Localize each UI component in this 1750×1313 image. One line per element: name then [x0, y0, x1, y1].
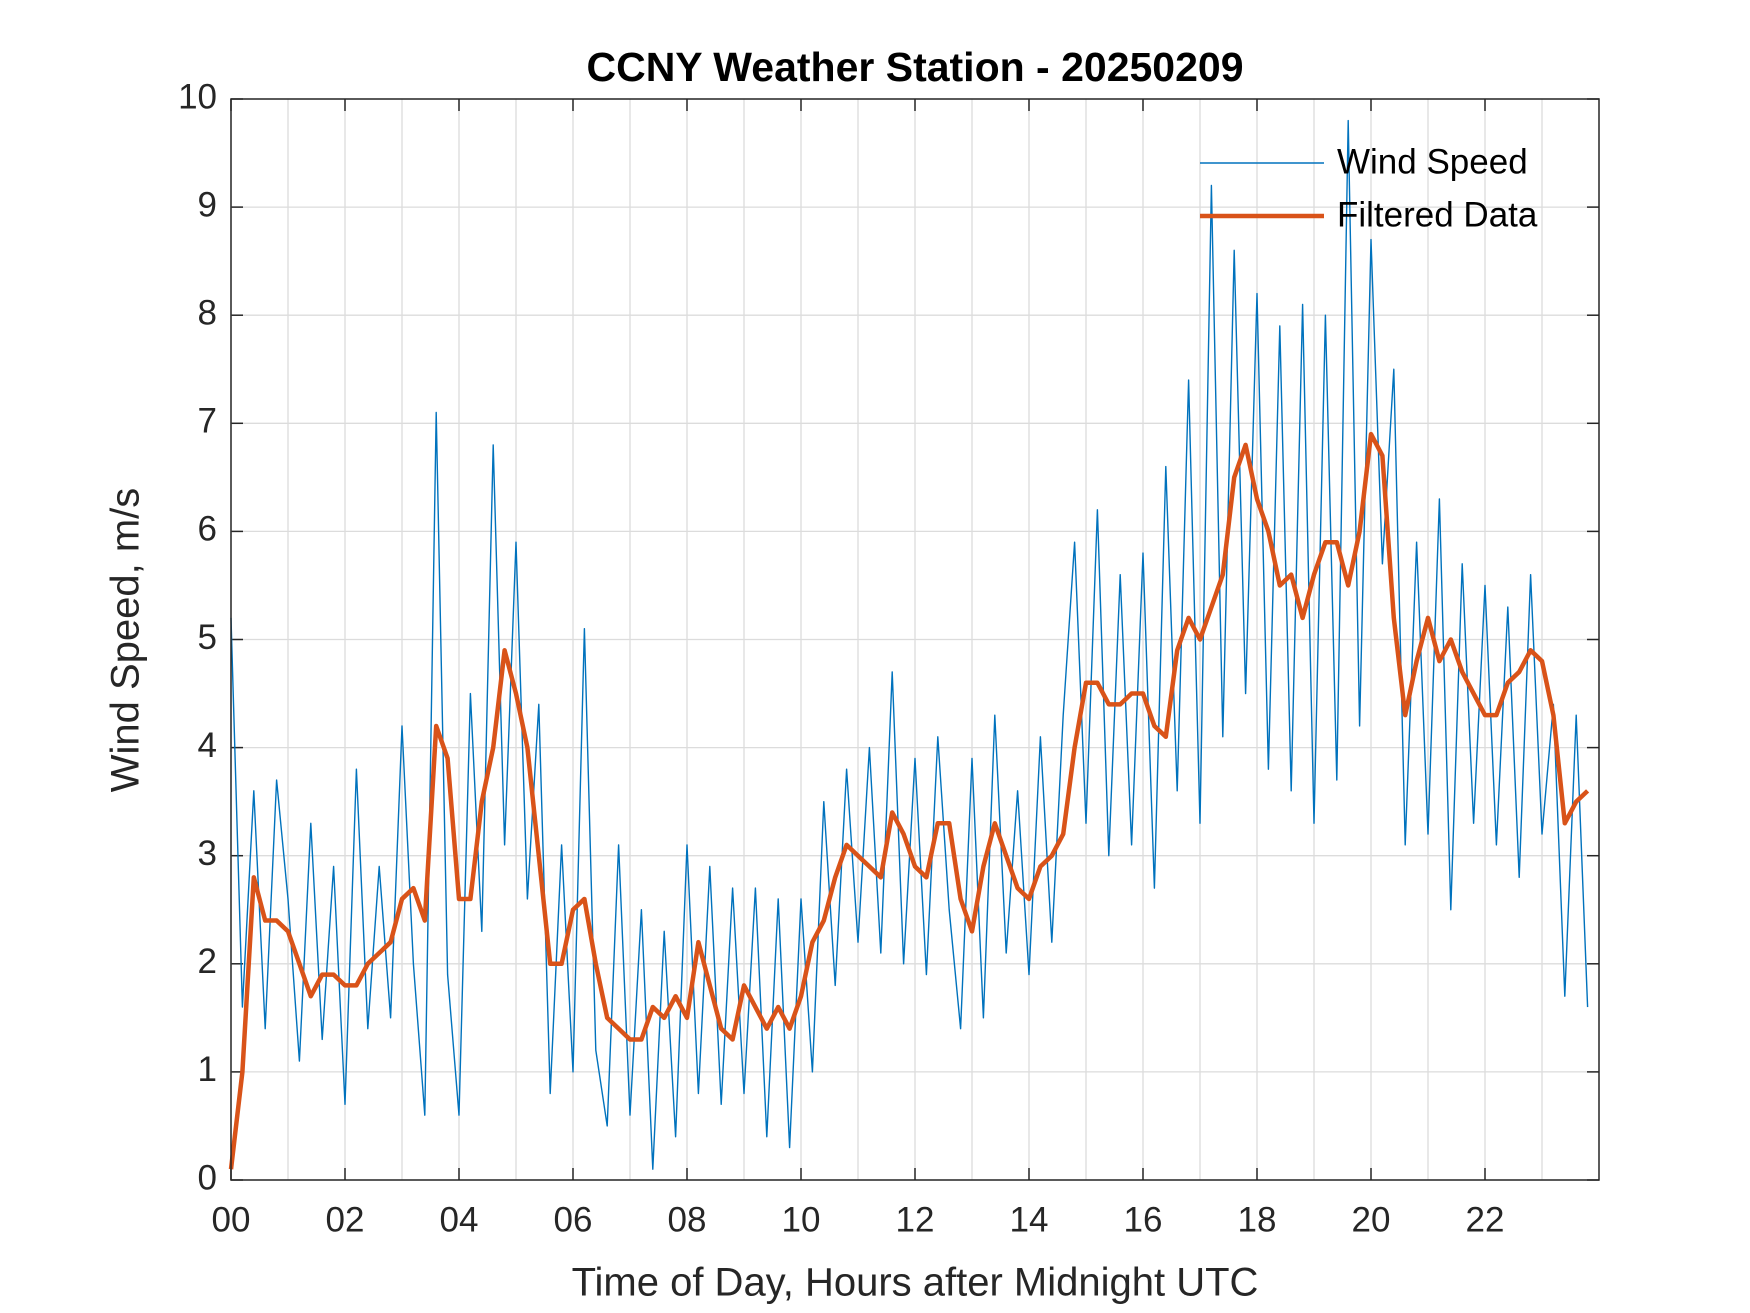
y-tick-label: 3 — [198, 834, 217, 873]
x-tick-label: 12 — [896, 1200, 935, 1239]
y-tick-label: 7 — [198, 402, 217, 441]
y-tick-label: 2 — [198, 942, 217, 981]
y-tick-label: 0 — [198, 1158, 217, 1197]
legend-label: Wind Speed — [1337, 142, 1528, 181]
y-tick-label: 10 — [178, 77, 217, 116]
y-tick-label: 4 — [198, 726, 217, 765]
x-tick-label: 02 — [326, 1200, 365, 1239]
y-tick-label: 5 — [198, 618, 217, 657]
y-tick-label: 9 — [198, 185, 217, 224]
y-tick-label: 6 — [198, 510, 217, 549]
chart-title: CCNY Weather Station - 20250209 — [586, 44, 1243, 90]
x-tick-label: 00 — [212, 1200, 251, 1239]
y-axis-label: Wind Speed, m/s — [104, 488, 148, 793]
x-tick-label: 20 — [1352, 1200, 1391, 1239]
plot-frame — [230, 98, 1600, 1181]
y-tick-label: 1 — [198, 1050, 217, 1089]
y-tick-label: 8 — [198, 293, 217, 332]
data-line — [228, 431, 1590, 1170]
x-axis-label: Time of Day, Hours after Midnight UTC — [572, 1261, 1259, 1305]
x-tick-label: 22 — [1466, 1200, 1505, 1239]
data-line — [230, 119, 1589, 1170]
legend-label: Filtered Data — [1337, 195, 1538, 234]
x-tick-label: 14 — [1010, 1200, 1049, 1239]
x-tick-label: 16 — [1124, 1200, 1163, 1239]
x-tick-label: 06 — [554, 1200, 593, 1239]
x-tick-label: 10 — [782, 1200, 821, 1239]
x-tick-label: 18 — [1238, 1200, 1277, 1239]
x-tick-label: 04 — [440, 1200, 479, 1239]
x-tick-label: 08 — [668, 1200, 707, 1239]
